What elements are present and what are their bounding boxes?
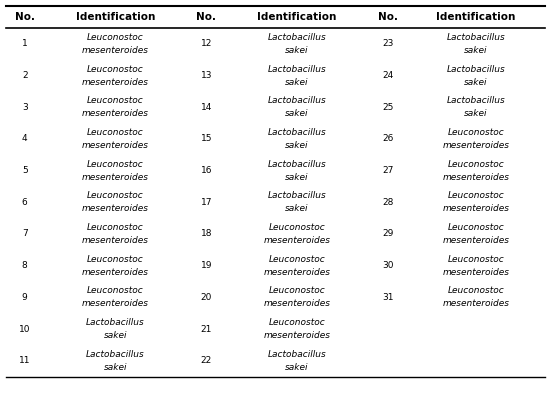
Text: Leuconostoc: Leuconostoc (268, 286, 326, 296)
Text: 25: 25 (382, 103, 393, 112)
Text: Leuconostoc: Leuconostoc (87, 286, 144, 296)
Text: Leuconostoc: Leuconostoc (447, 128, 504, 137)
Text: mesenteroides: mesenteroides (82, 46, 149, 55)
Text: 17: 17 (201, 198, 212, 207)
Text: Leuconostoc: Leuconostoc (87, 96, 144, 105)
Text: 5: 5 (22, 166, 28, 175)
Text: mesenteroides: mesenteroides (82, 172, 149, 182)
Text: 12: 12 (201, 39, 212, 49)
Text: Identification: Identification (436, 12, 515, 22)
Text: 11: 11 (19, 356, 30, 365)
Text: 2: 2 (22, 71, 28, 80)
Text: Lactobacillus: Lactobacillus (447, 33, 505, 42)
Text: 6: 6 (22, 198, 28, 207)
Text: Leuconostoc: Leuconostoc (87, 255, 144, 264)
Text: Leuconostoc: Leuconostoc (87, 33, 144, 42)
Text: Lactobacillus: Lactobacillus (268, 33, 326, 42)
Text: 21: 21 (201, 324, 212, 334)
Text: Leuconostoc: Leuconostoc (447, 286, 504, 296)
Text: Leuconostoc: Leuconostoc (447, 223, 504, 232)
Text: Leuconostoc: Leuconostoc (268, 318, 326, 327)
Text: Leuconostoc: Leuconostoc (268, 223, 326, 232)
Text: mesenteroides: mesenteroides (442, 299, 509, 308)
Text: 20: 20 (201, 293, 212, 302)
Text: Lactobacillus: Lactobacillus (268, 65, 326, 74)
Text: mesenteroides: mesenteroides (442, 267, 509, 277)
Text: 3: 3 (22, 103, 28, 112)
Text: Leuconostoc: Leuconostoc (87, 223, 144, 232)
Text: 16: 16 (201, 166, 212, 175)
Text: 22: 22 (201, 356, 212, 365)
Text: No.: No. (15, 12, 35, 22)
Text: mesenteroides: mesenteroides (82, 77, 149, 87)
Text: 10: 10 (19, 324, 30, 334)
Text: 19: 19 (201, 261, 212, 270)
Text: Identification: Identification (257, 12, 337, 22)
Text: mesenteroides: mesenteroides (82, 236, 149, 245)
Text: mesenteroides: mesenteroides (82, 267, 149, 277)
Text: Lactobacillus: Lactobacillus (86, 350, 145, 359)
Text: mesenteroides: mesenteroides (442, 236, 509, 245)
Text: sakei: sakei (464, 77, 487, 87)
Text: Leuconostoc: Leuconostoc (447, 191, 504, 200)
Text: Lactobacillus: Lactobacillus (86, 318, 145, 327)
Text: sakei: sakei (285, 204, 309, 213)
Text: 27: 27 (382, 166, 393, 175)
Text: 18: 18 (201, 229, 212, 239)
Text: mesenteroides: mesenteroides (82, 299, 149, 308)
Text: 13: 13 (201, 71, 212, 80)
Text: Lactobacillus: Lactobacillus (268, 160, 326, 169)
Text: Identification: Identification (76, 12, 155, 22)
Text: 4: 4 (22, 134, 28, 144)
Text: mesenteroides: mesenteroides (263, 331, 331, 340)
Text: sakei: sakei (285, 46, 309, 55)
Text: 28: 28 (382, 198, 393, 207)
Text: 26: 26 (382, 134, 393, 144)
Text: mesenteroides: mesenteroides (263, 267, 331, 277)
Text: 7: 7 (22, 229, 28, 239)
Text: Lactobacillus: Lactobacillus (268, 191, 326, 200)
Text: Leuconostoc: Leuconostoc (87, 160, 144, 169)
Text: sakei: sakei (285, 363, 309, 372)
Text: sakei: sakei (104, 363, 127, 372)
Text: sakei: sakei (285, 141, 309, 150)
Text: sakei: sakei (285, 172, 309, 182)
Text: mesenteroides: mesenteroides (442, 204, 509, 213)
Text: sakei: sakei (464, 109, 487, 118)
Text: Leuconostoc: Leuconostoc (87, 65, 144, 74)
Text: sakei: sakei (285, 77, 309, 87)
Text: Lactobacillus: Lactobacillus (268, 128, 326, 137)
Text: 23: 23 (382, 39, 393, 49)
Text: mesenteroides: mesenteroides (442, 172, 509, 182)
Text: 31: 31 (382, 293, 393, 302)
Text: sakei: sakei (464, 46, 487, 55)
Text: 14: 14 (201, 103, 212, 112)
Text: mesenteroides: mesenteroides (442, 141, 509, 150)
Text: Lactobacillus: Lactobacillus (447, 65, 505, 74)
Text: 29: 29 (382, 229, 393, 239)
Text: 1: 1 (22, 39, 28, 49)
Text: Lactobacillus: Lactobacillus (268, 350, 326, 359)
Text: 9: 9 (22, 293, 28, 302)
Text: 15: 15 (201, 134, 212, 144)
Text: Leuconostoc: Leuconostoc (447, 255, 504, 264)
Text: Lactobacillus: Lactobacillus (268, 96, 326, 105)
Text: Lactobacillus: Lactobacillus (447, 96, 505, 105)
Text: Leuconostoc: Leuconostoc (268, 255, 326, 264)
Text: Leuconostoc: Leuconostoc (87, 128, 144, 137)
Text: Leuconostoc: Leuconostoc (447, 160, 504, 169)
Text: mesenteroides: mesenteroides (82, 204, 149, 213)
Text: mesenteroides: mesenteroides (263, 299, 331, 308)
Text: mesenteroides: mesenteroides (263, 236, 331, 245)
Text: 24: 24 (382, 71, 393, 80)
Text: mesenteroides: mesenteroides (82, 141, 149, 150)
Text: 8: 8 (22, 261, 28, 270)
Text: 30: 30 (382, 261, 393, 270)
Text: sakei: sakei (285, 109, 309, 118)
Text: Leuconostoc: Leuconostoc (87, 191, 144, 200)
Text: mesenteroides: mesenteroides (82, 109, 149, 118)
Text: No.: No. (378, 12, 398, 22)
Text: No.: No. (196, 12, 216, 22)
Text: sakei: sakei (104, 331, 127, 340)
